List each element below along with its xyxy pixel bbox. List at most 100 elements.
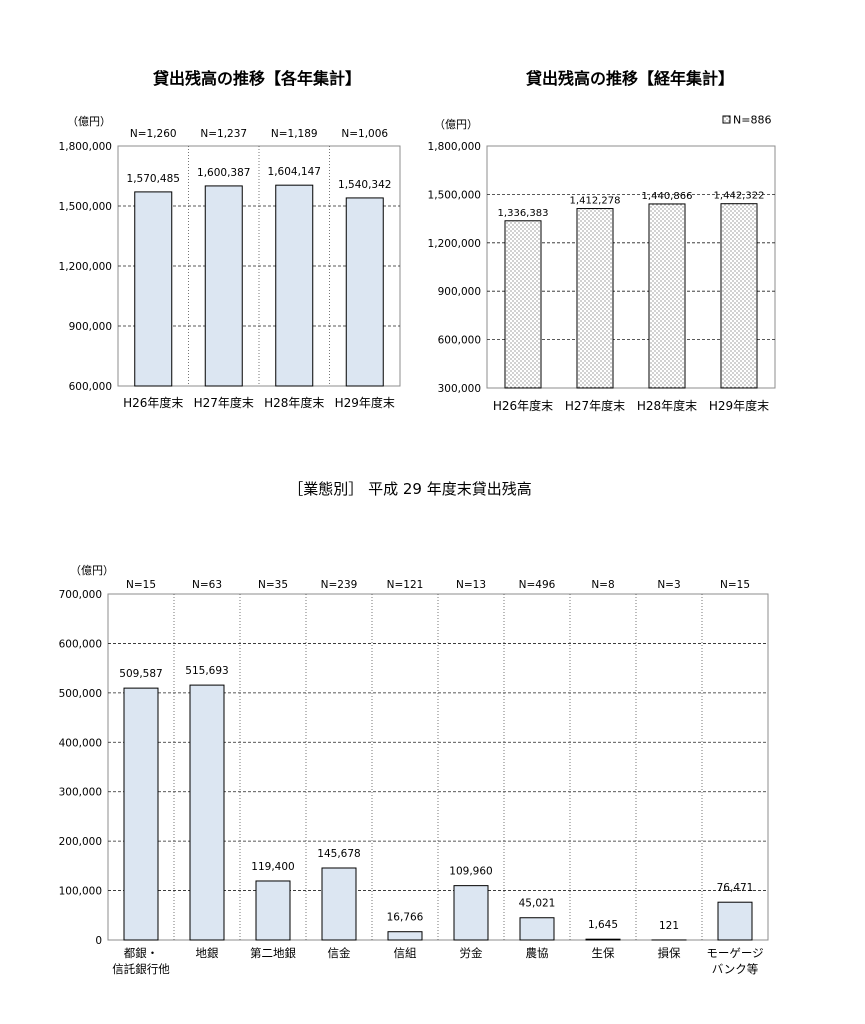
chart-title: ［業態別］ 平成 29 年度末貸出残高 xyxy=(288,480,531,498)
value-label: 1,442,322 xyxy=(714,191,765,202)
x-tick-label: H27年度末 xyxy=(565,398,625,413)
x-tick-label: 農協 xyxy=(526,946,549,960)
y-tick-label: 700,000 xyxy=(59,589,102,601)
legend-swatch xyxy=(722,115,731,124)
bar xyxy=(123,687,159,941)
y-tick-label: 900,000 xyxy=(69,321,112,333)
y-axis-unit: （億円） xyxy=(67,115,111,128)
x-tick-label: 信託銀行他 xyxy=(112,962,170,976)
value-label: 145,678 xyxy=(317,848,360,860)
x-tick-label: モーゲージ xyxy=(706,946,763,960)
x-tick-label: H29年度末 xyxy=(709,398,769,413)
y-tick-label: 1,500,000 xyxy=(428,189,481,201)
bar xyxy=(204,185,243,387)
value-label: 121 xyxy=(659,920,679,932)
bar xyxy=(453,885,489,941)
bar xyxy=(648,203,686,389)
y-tick-label: 1,500,000 xyxy=(59,201,112,213)
y-tick-label: 300,000 xyxy=(438,383,481,395)
bar xyxy=(504,220,542,389)
bar xyxy=(585,938,621,941)
y-tick-label: 600,000 xyxy=(69,381,112,393)
x-tick-label: 信組 xyxy=(394,946,417,960)
y-tick-label: 600,000 xyxy=(59,638,102,650)
value-label: 1,645 xyxy=(588,919,618,931)
y-tick-label: 900,000 xyxy=(438,286,481,298)
value-label: 1,336,383 xyxy=(498,208,549,219)
n-label: N=63 xyxy=(192,579,222,591)
n-label: N=15 xyxy=(720,579,750,591)
chart-title: 貸出残高の推移【各年集計】 xyxy=(152,69,361,88)
y-tick-label: 200,000 xyxy=(59,836,102,848)
x-tick-label: 都銀・ xyxy=(124,946,159,960)
y-axis-unit: （億円） xyxy=(70,564,114,577)
y-tick-label: 100,000 xyxy=(59,886,102,898)
bar xyxy=(275,184,314,387)
n-label: N=13 xyxy=(456,579,486,591)
n-label: N=496 xyxy=(519,579,556,591)
value-label: 1,412,278 xyxy=(570,196,621,207)
y-tick-label: 500,000 xyxy=(59,688,102,700)
value-label: 515,693 xyxy=(185,665,228,677)
value-label: 509,587 xyxy=(119,668,162,680)
x-tick-label: H26年度末 xyxy=(493,398,553,413)
value-label: 1,440,866 xyxy=(642,191,693,202)
n-label: N=1,189 xyxy=(271,128,318,140)
y-tick-label: 1,200,000 xyxy=(59,261,112,273)
x-tick-label: 労金 xyxy=(460,946,483,960)
x-tick-label: 地銀 xyxy=(196,946,219,960)
value-label: 109,960 xyxy=(449,866,492,878)
n-label: N=239 xyxy=(321,579,358,591)
x-tick-label: バンク等 xyxy=(712,962,759,976)
chart-3: ［業態別］ 平成 29 年度末貸出残高 （億円） 0 100,000 200,000 30… xyxy=(59,480,769,976)
x-tick-label: 第二地銀 xyxy=(250,946,296,960)
x-tick-label: H28年度末 xyxy=(637,398,697,413)
value-label: 119,400 xyxy=(251,861,294,873)
bar xyxy=(576,208,614,389)
n-label: N=3 xyxy=(657,579,680,591)
value-label: 1,600,387 xyxy=(197,167,250,179)
value-label: 1,604,147 xyxy=(268,166,321,178)
legend-label: N=886 xyxy=(733,114,771,127)
value-label: 1,540,342 xyxy=(338,179,391,191)
x-tick-label: 生保 xyxy=(592,946,615,960)
x-tick-label: H29年度末 xyxy=(335,395,395,410)
bar xyxy=(519,917,555,941)
bar xyxy=(387,931,423,941)
chart-2: 貸出残高の推移【経年集計】 （億円） 300,000 600,000 900,000 1,… xyxy=(428,69,776,413)
n-label: N=15 xyxy=(126,579,156,591)
y-tick-label: 1,800,000 xyxy=(59,141,112,153)
bar xyxy=(717,901,753,941)
y-tick-label: 300,000 xyxy=(59,787,102,799)
n-label: N=8 xyxy=(591,579,614,591)
x-tick-label: H27年度末 xyxy=(194,395,254,410)
bar xyxy=(134,191,173,387)
value-label: 76,471 xyxy=(717,882,754,894)
chart-1: 貸出残高の推移【各年集計】 （億円） 600,000 900,000 1,200,000… xyxy=(59,69,401,410)
bar xyxy=(255,880,291,941)
bar xyxy=(345,197,384,387)
y-tick-label: 400,000 xyxy=(59,737,102,749)
y-tick-label: 1,200,000 xyxy=(428,238,481,250)
x-tick-label: H26年度末 xyxy=(123,395,183,410)
bar xyxy=(321,867,357,941)
y-tick-label: 600,000 xyxy=(438,335,481,347)
n-label: N=121 xyxy=(387,579,424,591)
bar xyxy=(189,684,225,941)
bar xyxy=(720,203,758,389)
y-tick-label: 1,800,000 xyxy=(428,141,481,153)
x-tick-label: 損保 xyxy=(658,946,681,960)
x-tick-label: H28年度末 xyxy=(264,395,324,410)
x-tick-label: 信金 xyxy=(328,946,351,960)
y-axis-unit: （億円） xyxy=(434,118,478,131)
value-label: 1,570,485 xyxy=(127,173,180,185)
n-label: N=1,237 xyxy=(200,128,247,140)
value-label: 16,766 xyxy=(387,912,424,924)
n-label: N=35 xyxy=(258,579,288,591)
chart-title: 貸出残高の推移【経年集計】 xyxy=(525,69,734,88)
y-tick-label: 0 xyxy=(95,935,102,947)
n-label: N=1,006 xyxy=(341,128,388,140)
n-label: N=1,260 xyxy=(130,128,177,140)
value-label: 45,021 xyxy=(519,898,556,910)
